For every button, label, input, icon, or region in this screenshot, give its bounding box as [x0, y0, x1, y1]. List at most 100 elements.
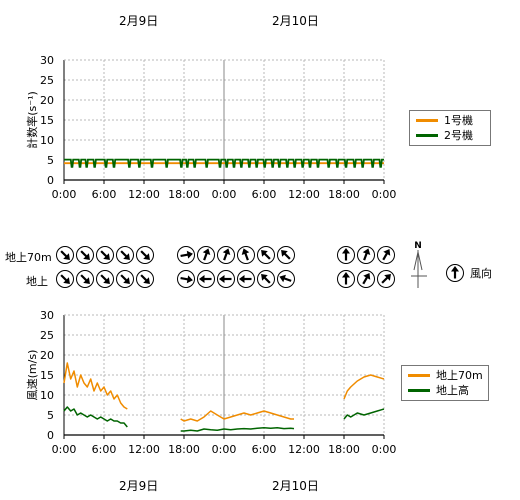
wind-direction-arrows: N 風向 [56, 241, 492, 288]
compass-north-label: N [414, 241, 422, 251]
arrow-body [381, 274, 391, 284]
y-tick-label: 25 [40, 74, 54, 87]
wind-arrow-70m [177, 246, 195, 264]
x-tick-label: 18:00 [168, 443, 200, 456]
arrow-body [279, 274, 292, 283]
wind-arrow-ground [337, 270, 355, 288]
legend-item-unit2: 2号機 [416, 128, 473, 142]
arrow-body [362, 248, 371, 261]
y-tick-label: 0 [47, 429, 54, 442]
arrow-head [383, 248, 391, 256]
wind-arrow-ground [177, 270, 195, 288]
y-tick-label: 25 [40, 329, 54, 342]
wind-arrow-70m [56, 246, 74, 264]
series-line-wind70-segment [343, 374, 385, 400]
arrow-body [100, 274, 110, 284]
arrow-body [382, 248, 391, 261]
wind-arrow-70m [257, 246, 275, 264]
wind-arrow-ground [197, 270, 215, 288]
arrow-head [222, 248, 231, 255]
arrow-body [100, 250, 110, 260]
x-tick-label: 0:00 [372, 443, 397, 456]
y-tick-label: 30 [40, 309, 54, 322]
wind-arrow-ground [217, 270, 235, 288]
arrow-body [261, 250, 271, 260]
wind-speed-legend: 地上70m 地上高 [401, 365, 489, 401]
arrow-body [342, 272, 350, 285]
wind-arrow-ground [377, 270, 395, 288]
arrow-body [281, 250, 291, 260]
x-tick-label: 0:00 [212, 188, 237, 201]
x-tick-label: 6:00 [252, 443, 277, 456]
arrow-body [219, 275, 232, 283]
wind-arrow-ground [76, 270, 94, 288]
wind-arrow-ground [357, 270, 375, 288]
arrow-body [140, 250, 150, 260]
arrow-body [80, 250, 90, 260]
arrow-head [362, 248, 371, 255]
arrow-head [63, 253, 70, 260]
arrow-body [199, 275, 212, 283]
wind-arrow-ground [96, 270, 114, 288]
arrow-body [342, 248, 350, 261]
x-tick-label: 12:00 [128, 443, 160, 456]
arrow-body [120, 274, 130, 284]
legend-label-unit1: 1号機 [444, 114, 473, 127]
arrow-head [143, 277, 150, 284]
x-tick-label: 12:00 [288, 188, 320, 201]
wind-dir-label-ground: 地上 [26, 275, 48, 288]
arrow-head [342, 248, 350, 254]
y-tick-label: 10 [40, 134, 54, 147]
compass-icon: N [411, 241, 427, 288]
y-tick-label: 15 [40, 114, 54, 127]
arrow-body [202, 248, 211, 261]
y-tick-label: 5 [47, 154, 54, 167]
x-tick-label: 0:00 [52, 188, 77, 201]
x-tick-label: 18:00 [328, 188, 360, 201]
y-tick-label: 20 [40, 94, 54, 107]
wind-direction-legend-icon [446, 264, 464, 282]
x-tick-label: 6:00 [252, 188, 277, 201]
legend-swatch-unit2 [416, 133, 438, 137]
arrow-body [362, 272, 371, 285]
legend-item-wind70: 地上70m [408, 368, 483, 382]
wind-arrow-70m [136, 246, 154, 264]
wind-arrow-70m [217, 246, 235, 264]
arrow-head [186, 250, 193, 259]
x-tick-label: 0:00 [212, 443, 237, 456]
legend-label-unit2: 2号機 [444, 129, 473, 142]
wind-arrow-70m [116, 246, 134, 264]
arrow-body [140, 274, 150, 284]
count-rate-legend: 1号機 2号機 [409, 110, 491, 146]
legend-swatch-unit1 [416, 118, 438, 122]
wind-arrow-ground [56, 270, 74, 288]
wind-arrow-ground [136, 270, 154, 288]
wind-arrow-70m [277, 246, 295, 264]
wind-arrow-ground [237, 270, 255, 288]
wind-arrow-ground [277, 270, 295, 288]
wind-arrow-70m [357, 246, 375, 264]
arrow-head [342, 272, 350, 278]
wind-direction-legend-label: 風向 [470, 266, 492, 280]
footer-date-day1: 2月9日 [119, 479, 159, 493]
arrow-head [83, 253, 90, 260]
arrow-body [60, 250, 70, 260]
legend-swatch-wind-ground [408, 388, 430, 392]
arrow-body [222, 248, 231, 261]
legend-item-wind-ground: 地上高 [408, 383, 469, 397]
wind-arrow-70m [197, 246, 215, 264]
arrow-body [80, 274, 90, 284]
x-tick-label: 0:00 [52, 443, 77, 456]
count-rate-chart: 0 5 10 15 20 25 30 0:00 6:00 12:00 18:00 0:00 6:00 12… [25, 54, 396, 201]
header-date-day1: 2月9日 [119, 14, 159, 28]
series-line-wind-ground-segment [343, 408, 385, 420]
x-tick-label: 18:00 [328, 443, 360, 456]
arrow-head [123, 253, 130, 260]
series-line-unit2 [64, 158, 384, 168]
arrow-head [103, 253, 110, 260]
arrow-head [279, 274, 286, 283]
arrow-body [120, 250, 130, 260]
arrow-head [123, 277, 130, 284]
y-tick-label: 15 [40, 369, 54, 382]
y-tick-label: 30 [40, 54, 54, 67]
